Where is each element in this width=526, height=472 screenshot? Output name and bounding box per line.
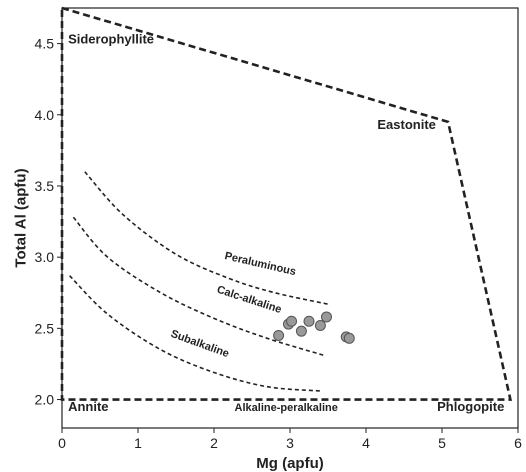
x-tick-label: 1 — [134, 435, 142, 451]
annotation-calc-alkaline: Calc-alkaline — [215, 284, 283, 316]
x-tick-label: 2 — [210, 435, 218, 451]
x-axis-title: Mg (apfu) — [256, 455, 323, 472]
field-boundary — [60, 6, 513, 401]
y-tick-label: 3.0 — [35, 249, 55, 265]
data-point — [295, 325, 307, 337]
y-tick-label: 2.0 — [35, 392, 55, 408]
y-tick-label: 2.5 — [35, 320, 55, 336]
data-point — [286, 315, 298, 327]
x-tick-label: 3 — [286, 435, 294, 451]
annotation-subalkaline: Subalkaline — [169, 328, 231, 360]
field-boundary-line — [60, 6, 513, 401]
annotation-peraluminous: Peraluminous — [223, 250, 297, 278]
data-point — [320, 311, 332, 323]
peraluminous-boundary-curve — [84, 171, 329, 305]
plot-frame — [61, 7, 519, 429]
x-tick-label: 5 — [438, 435, 446, 451]
x-axis: 0 1 2 3 4 5 6 — [58, 428, 522, 451]
x-tick-label: 6 — [514, 435, 522, 451]
annotation-phlogopite: Phlogopite — [437, 399, 504, 414]
y-axis-title: Total Al (apfu) — [12, 168, 29, 267]
y-axis: 2.0 2.5 3.0 3.5 4.0 4.5 — [35, 36, 62, 408]
y-tick-label: 4.5 — [35, 36, 55, 52]
x-tick-label: 0 — [58, 435, 66, 451]
division-curves — [69, 171, 329, 392]
y-tick-label: 3.5 — [35, 178, 55, 194]
data-point — [343, 332, 355, 344]
subalkaline-boundary-curve — [69, 275, 321, 392]
data-point — [314, 319, 326, 331]
x-tick-label: 4 — [362, 435, 370, 451]
data-points — [273, 311, 355, 344]
annotation-annite: Annite — [68, 399, 108, 414]
annotation-siderophyllite: Siderophyllite — [68, 32, 154, 47]
annotation-alkaline-peralkaline: Alkaline-peralkaline — [235, 402, 338, 414]
data-point — [273, 329, 285, 341]
y-tick-label: 4.0 — [35, 107, 55, 123]
plot-area — [61, 7, 519, 429]
annotation-eastonite: Eastonite — [377, 117, 436, 132]
calc-alkaline-boundary-curve — [72, 216, 325, 357]
data-point — [303, 315, 315, 327]
